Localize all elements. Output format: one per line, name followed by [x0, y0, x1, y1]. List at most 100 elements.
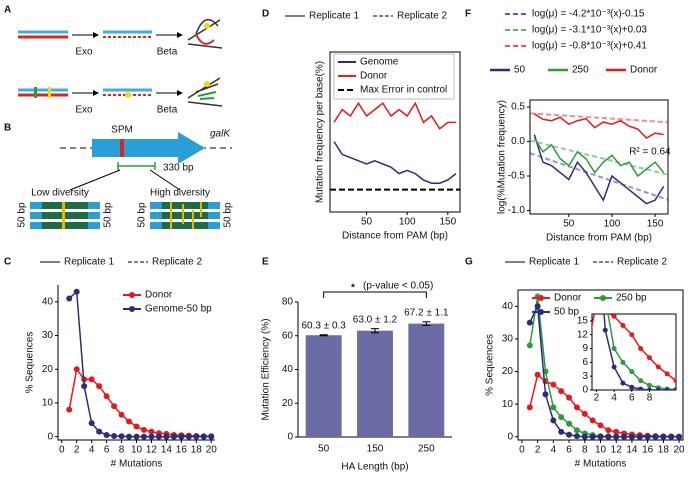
flank-label: 50 bp	[103, 202, 114, 227]
panel-label: D	[262, 9, 269, 20]
series-marker	[652, 433, 659, 440]
inset-y-tick-label: 6	[582, 357, 588, 368]
series-marker	[103, 431, 110, 438]
fit-line	[529, 152, 669, 201]
series-marker	[611, 364, 617, 370]
series-marker	[605, 433, 612, 440]
series-marker	[185, 433, 192, 440]
step-label: Beta	[157, 105, 178, 116]
series-line	[533, 137, 665, 178]
series-marker	[620, 359, 626, 365]
series-marker	[664, 371, 670, 377]
series-marker	[585, 226, 590, 231]
legend-label: Donor	[554, 293, 582, 304]
series-marker	[558, 414, 565, 421]
panel-label: F	[465, 9, 471, 20]
mutation	[125, 92, 131, 98]
series-marker	[629, 332, 635, 338]
plot-frame	[529, 99, 669, 215]
x-tick-label: 150	[439, 217, 456, 228]
series-marker	[573, 433, 580, 440]
series-marker	[655, 364, 661, 370]
series-line	[603, 314, 676, 390]
x-tick-label: 6	[104, 445, 110, 456]
y-tick-label: -0.5	[508, 171, 526, 182]
series-marker	[673, 378, 676, 384]
legend-label: Donor	[630, 65, 658, 76]
x-tick-label: 50	[361, 217, 373, 228]
series-marker	[133, 423, 140, 430]
series-marker	[140, 433, 147, 440]
x-tick-label: 18	[191, 445, 203, 456]
series-marker	[73, 288, 80, 295]
series-marker	[193, 433, 200, 440]
series-marker	[88, 376, 95, 383]
series-marker	[133, 433, 140, 440]
series-marker	[573, 404, 580, 411]
series-marker	[646, 387, 652, 390]
fork	[197, 91, 217, 100]
legend-label: Replicate 1	[529, 257, 579, 268]
x-tick-label: 50	[563, 219, 575, 230]
series-marker	[613, 428, 620, 435]
series-marker	[594, 300, 599, 305]
series-marker	[636, 433, 643, 440]
series-marker	[111, 432, 118, 439]
series-marker	[526, 319, 533, 326]
x-axis-label: Distance from PAM (bp)	[546, 233, 652, 244]
significance-note: (p-value < 0.05)	[363, 281, 433, 292]
fit-line	[529, 112, 669, 124]
legend-label: Genome-50 bp	[145, 304, 212, 315]
x-tick-label: 16	[176, 445, 188, 456]
inset-x-tick-label: 2	[594, 393, 600, 404]
value-label: 60.3 ± 0.3	[301, 320, 346, 331]
y-tick-label: 20	[42, 364, 54, 375]
y-axis-label: log(%Mutation frequency)	[497, 100, 508, 214]
series-marker	[668, 433, 675, 440]
significance-bracket	[323, 291, 427, 298]
diagram-a: A Exo Beta Exo Beta	[4, 5, 223, 116]
length-label: 330 bp	[163, 163, 194, 174]
series-marker	[566, 394, 573, 401]
inset-background	[591, 313, 677, 391]
gene-label: SPM	[111, 125, 133, 136]
x-tick-label: 150	[367, 444, 384, 455]
fork	[187, 18, 223, 49]
legend-label: Replicate 1	[309, 11, 359, 22]
x-tick-label: 50	[318, 444, 330, 455]
x-tick-label: 12	[611, 445, 623, 456]
value-label: 67.2 ± 1.1	[404, 307, 449, 318]
gene-arrow	[92, 132, 205, 164]
x-tick-label: 10	[595, 445, 607, 456]
x-tick-label: 12	[146, 445, 158, 456]
beta-protein	[204, 23, 210, 29]
y-tick-label: 10	[502, 399, 514, 410]
panel-label: G	[465, 257, 473, 268]
arrow-head	[93, 32, 99, 38]
flank-label: 50 bp	[223, 202, 234, 227]
fork	[187, 77, 223, 107]
step-label: Exo	[75, 47, 93, 58]
y-tick-label: 60	[282, 330, 294, 341]
legend-marker	[538, 295, 544, 301]
series-marker	[103, 393, 110, 400]
series-marker	[526, 342, 533, 349]
connector	[69, 169, 181, 191]
series-marker	[534, 303, 541, 310]
y-tick-label: 20	[282, 398, 294, 409]
x-tick-label: 4	[551, 445, 557, 456]
panel-label: A	[4, 5, 11, 16]
x-axis-label: HA Length (bp)	[341, 462, 408, 473]
x-tick-label: 150	[647, 219, 664, 230]
y-tick-label: 40	[282, 364, 294, 375]
series-marker	[581, 433, 588, 440]
inset-x-tick-label: 8	[647, 393, 653, 404]
fork	[195, 33, 215, 45]
mutation	[34, 87, 37, 98]
step-label: Beta	[157, 47, 178, 58]
y-tick-label: 10	[42, 398, 54, 409]
series-marker	[111, 403, 118, 410]
reads-high	[150, 202, 220, 229]
series-marker	[140, 426, 147, 433]
series-marker	[629, 369, 635, 375]
